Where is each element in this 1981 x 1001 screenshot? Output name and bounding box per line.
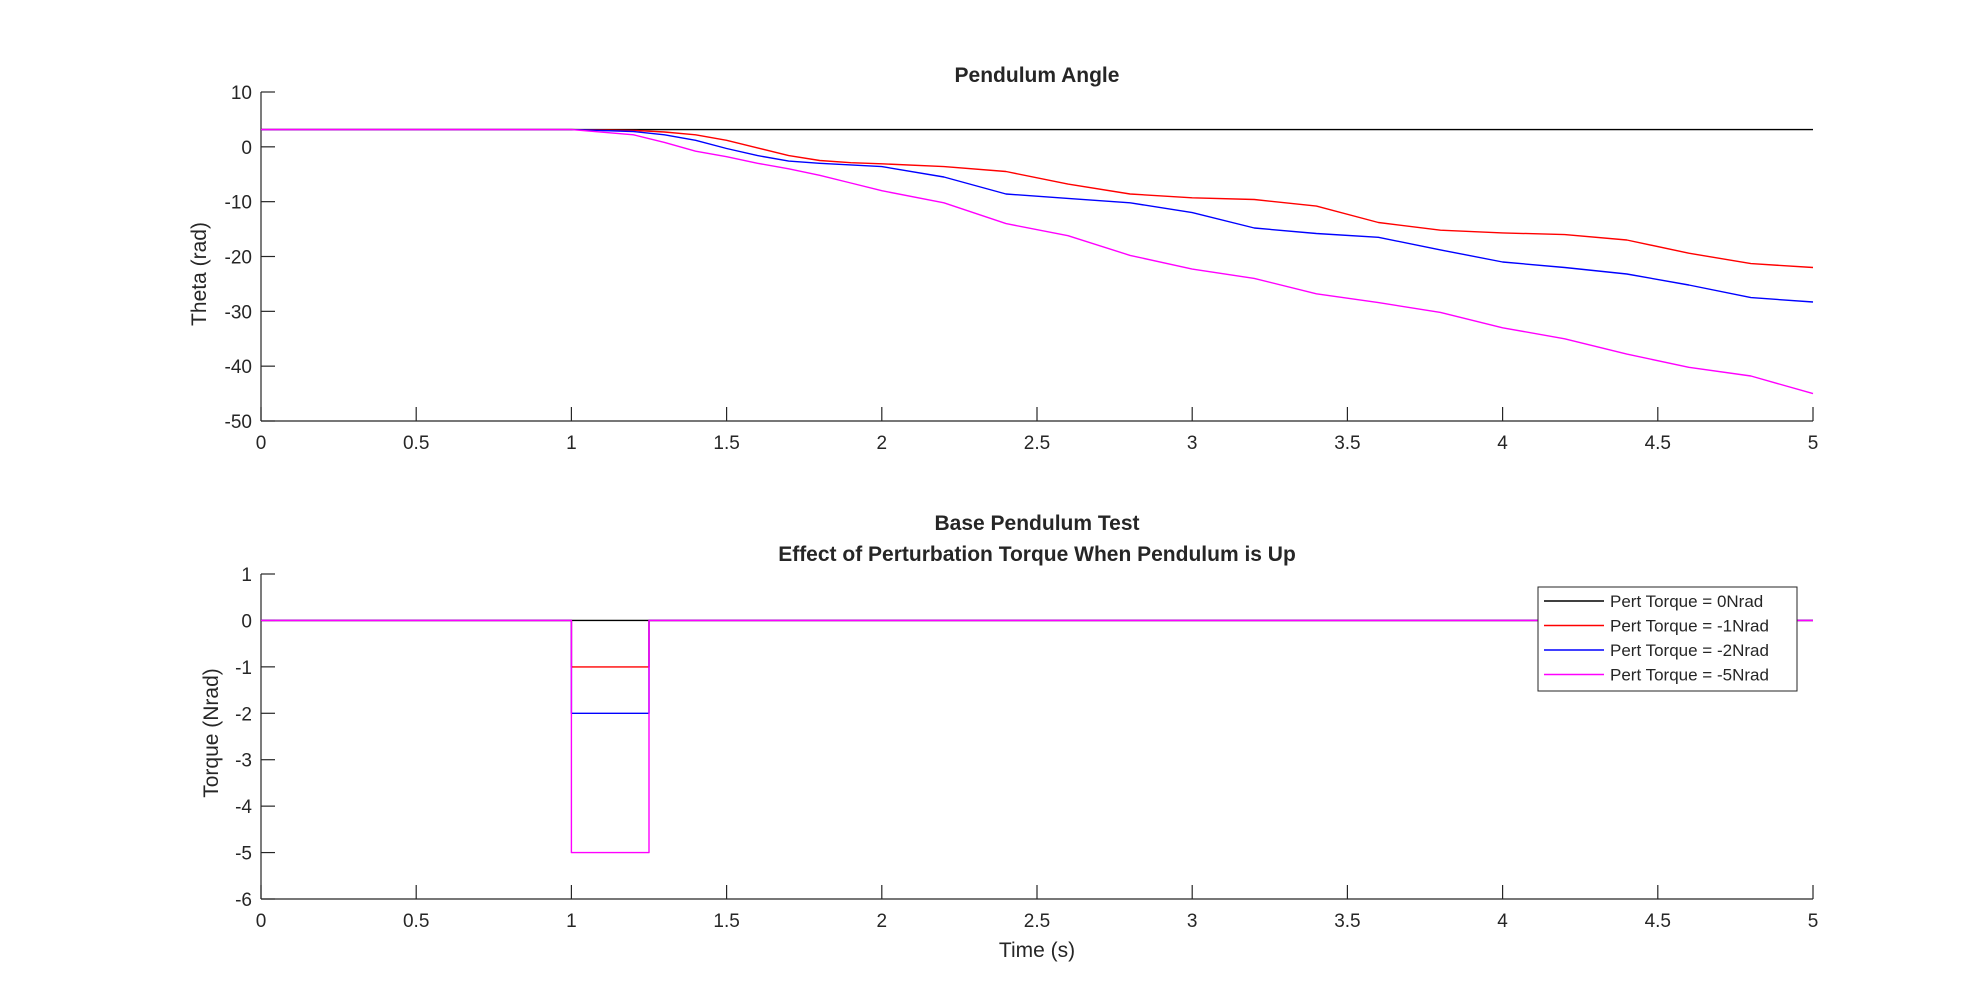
y-tick-label: -4 [235, 797, 252, 818]
x-tick-label: 1 [566, 433, 577, 454]
y-tick-label: -1 [235, 658, 252, 679]
y-tick-label: 0 [241, 138, 252, 159]
y-tick-label: -40 [225, 357, 252, 378]
legend-entry: Pert Torque = -5Nrad [1610, 666, 1769, 685]
y-tick-label: -50 [225, 412, 252, 433]
y-axis-label: Theta (rad) [188, 222, 211, 326]
x-tick-label: 4.5 [1645, 433, 1671, 454]
y-tick-label: -30 [225, 302, 252, 323]
x-tick-label: 1.5 [713, 911, 739, 932]
y-tick-label: 0 [241, 611, 252, 632]
y-tick-label: -3 [235, 751, 252, 772]
x-tick-label: 1.5 [713, 433, 739, 454]
x-tick-label: 5 [1808, 911, 1819, 932]
y-tick-label: -2 [235, 704, 252, 725]
series-line-3 [261, 619, 1813, 854]
x-tick-label: 0 [256, 911, 267, 932]
y-tick-label: -10 [225, 193, 252, 214]
legend-entry: Pert Torque = -1Nrad [1610, 617, 1769, 636]
x-tick-label: 3.5 [1334, 911, 1360, 932]
legend-box [1537, 586, 1798, 692]
x-tick-label: 2.5 [1024, 433, 1050, 454]
y-tick-label: -6 [235, 890, 252, 911]
series-line-3 [261, 128, 1814, 395]
chart-title: Base Pendulum Test [935, 512, 1140, 535]
legend-entry: Pert Torque = -2Nrad [1610, 641, 1769, 660]
x-tick-label: 0 [256, 433, 267, 454]
y-tick-label: -20 [225, 248, 252, 269]
chart-title: Pendulum Angle [955, 64, 1120, 87]
series-line-2 [261, 128, 1814, 303]
x-tick-label: 4 [1497, 911, 1508, 932]
x-tick-label: 3.5 [1334, 433, 1360, 454]
x-tick-label: 4 [1497, 433, 1508, 454]
perturbation-torque-axes: Base Pendulum Test Effect of Perturbatio… [200, 512, 1818, 962]
x-tick-label: 4.5 [1645, 911, 1671, 932]
y-tick-label: -5 [235, 844, 252, 865]
x-tick-label: 5 [1808, 433, 1819, 454]
x-tick-label: 2 [877, 433, 888, 454]
x-tick-label: 0.5 [403, 433, 429, 454]
series-line-1 [261, 128, 1814, 269]
pendulum-angle-axes: Pendulum Angle Theta (rad) 0 0.5 1 1.5 2 2.5 3… [188, 64, 1818, 454]
x-tick-label: 2.5 [1024, 911, 1050, 932]
legend-entry: Pert Torque = 0Nrad [1610, 592, 1763, 611]
y-tick-label: 1 [241, 565, 252, 586]
x-tick-label: 0.5 [403, 911, 429, 932]
y-tick-label: 10 [231, 83, 252, 104]
x-tick-label: 3 [1187, 433, 1198, 454]
x-tick-label: 2 [877, 911, 888, 932]
y-axis-label: Torque (Nrad) [200, 668, 223, 798]
x-tick-label: 1 [566, 911, 577, 932]
x-tick-label: 3 [1187, 911, 1198, 932]
legend: Pert Torque = 0Nrad Pert Torque = -1Nrad P… [1537, 586, 1798, 692]
chart-subtitle: Effect of Perturbation Torque When Pendu… [778, 543, 1296, 566]
x-axis-label: Time (s) [999, 939, 1075, 962]
